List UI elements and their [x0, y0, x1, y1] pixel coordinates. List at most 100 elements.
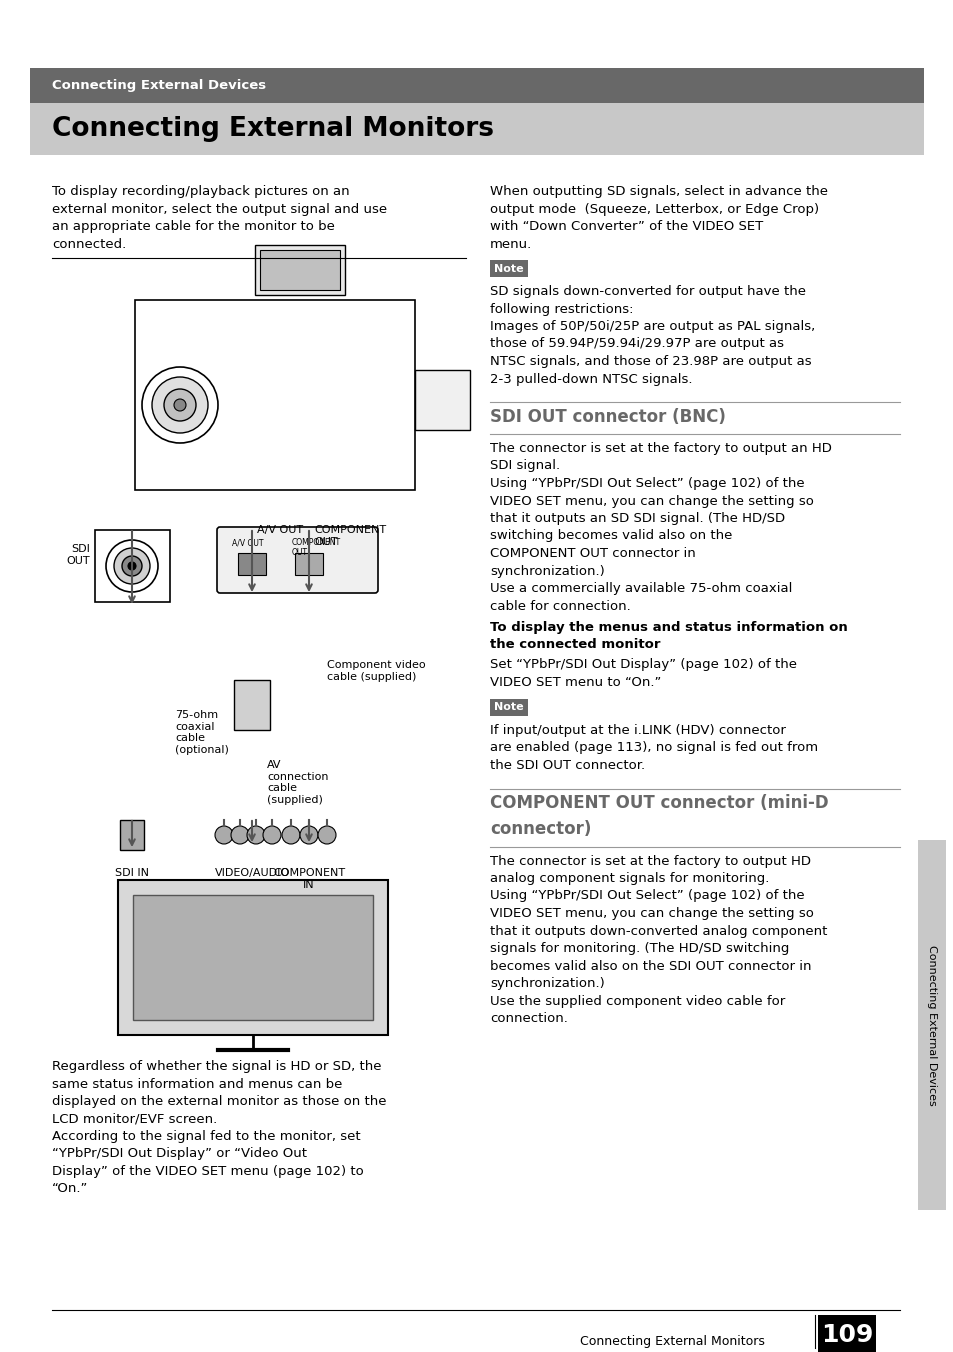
Text: with “Down Converter” of the VIDEO SET: with “Down Converter” of the VIDEO SET: [490, 220, 762, 233]
Text: A/V OUT: A/V OUT: [232, 538, 263, 548]
Text: Display” of the VIDEO SET menu (page 102) to: Display” of the VIDEO SET menu (page 102…: [52, 1165, 363, 1178]
Text: A/V OUT: A/V OUT: [256, 525, 303, 535]
Text: “On.”: “On.”: [52, 1183, 89, 1195]
Text: the connected monitor: the connected monitor: [490, 638, 659, 652]
Text: VIDEO SET menu to “On.”: VIDEO SET menu to “On.”: [490, 676, 660, 688]
Bar: [490, 699, 527, 717]
Text: COMPONENT
OUT: COMPONENT OUT: [314, 525, 386, 546]
Text: that it outputs down-converted analog component: that it outputs down-converted analog co…: [490, 925, 826, 937]
Text: Note: Note: [494, 703, 523, 713]
Text: becomes valid also on the SDI OUT connector in: becomes valid also on the SDI OUT connec…: [490, 960, 811, 972]
Text: Component video
cable (supplied): Component video cable (supplied): [327, 660, 425, 681]
Circle shape: [317, 826, 335, 844]
Text: To display recording/playback pictures on an: To display recording/playback pictures o…: [52, 185, 349, 197]
Text: are enabled (page 113), no signal is fed out from: are enabled (page 113), no signal is fed…: [490, 741, 818, 754]
Text: Connecting External Devices: Connecting External Devices: [926, 945, 936, 1106]
Text: 109: 109: [820, 1324, 872, 1347]
Text: same status information and menus can be: same status information and menus can be: [52, 1078, 342, 1091]
Text: SDI OUT connector (BNC): SDI OUT connector (BNC): [490, 408, 725, 426]
Circle shape: [299, 826, 317, 844]
Text: According to the signal fed to the monitor, set: According to the signal fed to the monit…: [52, 1130, 360, 1142]
Text: NTSC signals, and those of 23.98P are output as: NTSC signals, and those of 23.98P are ou…: [490, 356, 811, 368]
Text: The connector is set at the factory to output an HD: The connector is set at the factory to o…: [490, 442, 831, 456]
Bar: [490, 260, 527, 277]
Circle shape: [263, 826, 281, 844]
Circle shape: [231, 826, 249, 844]
Bar: [817, 1315, 875, 1352]
Bar: [118, 880, 388, 1036]
Text: Using “YPbPr/SDI Out Select” (page 102) of the: Using “YPbPr/SDI Out Select” (page 102) …: [490, 477, 803, 489]
Bar: [132, 895, 373, 1019]
Text: switching becomes valid also on the: switching becomes valid also on the: [490, 530, 732, 542]
Text: VIDEO SET menu, you can change the setting so: VIDEO SET menu, you can change the setti…: [490, 907, 813, 919]
Bar: [120, 821, 144, 850]
Text: SDI
OUT: SDI OUT: [67, 544, 90, 565]
Text: an appropriate cable for the monitor to be: an appropriate cable for the monitor to …: [52, 220, 335, 233]
Text: connection.: connection.: [490, 1013, 567, 1025]
FancyBboxPatch shape: [216, 527, 377, 594]
Text: displayed on the external monitor as those on the: displayed on the external monitor as tho…: [52, 1095, 386, 1109]
Text: cable for connection.: cable for connection.: [490, 599, 630, 612]
Text: output mode  (Squeeze, Letterbox, or Edge Crop): output mode (Squeeze, Letterbox, or Edge…: [490, 203, 819, 215]
Text: SDI IN: SDI IN: [115, 868, 149, 877]
Text: When outputting SD signals, select in advance the: When outputting SD signals, select in ad…: [490, 185, 827, 197]
Text: synchronization.): synchronization.): [490, 977, 604, 990]
Text: COMPONENT OUT connector (mini-D: COMPONENT OUT connector (mini-D: [490, 795, 828, 813]
Text: VIDEO SET menu, you can change the setting so: VIDEO SET menu, you can change the setti…: [490, 495, 813, 507]
Circle shape: [214, 826, 233, 844]
Bar: [30, 68, 923, 103]
Text: Use a commercially available 75-ohm coaxial: Use a commercially available 75-ohm coax…: [490, 581, 792, 595]
Text: menu.: menu.: [490, 238, 532, 250]
Text: COMPONENT
IN: COMPONENT IN: [273, 868, 345, 890]
Text: “YPbPr/SDI Out Display” or “Video Out: “YPbPr/SDI Out Display” or “Video Out: [52, 1148, 307, 1160]
Text: Connecting External Monitors: Connecting External Monitors: [52, 116, 494, 142]
Bar: [260, 250, 339, 289]
Text: 2-3 pulled-down NTSC signals.: 2-3 pulled-down NTSC signals.: [490, 373, 692, 385]
Bar: [233, 680, 270, 730]
Text: connected.: connected.: [52, 238, 126, 250]
Circle shape: [106, 539, 158, 592]
Circle shape: [113, 548, 150, 584]
Text: Set “YPbPr/SDI Out Display” (page 102) of the: Set “YPbPr/SDI Out Display” (page 102) o…: [490, 658, 796, 671]
Bar: [95, 530, 170, 602]
Bar: [294, 553, 323, 575]
Circle shape: [142, 366, 218, 443]
Text: Regardless of whether the signal is HD or SD, the: Regardless of whether the signal is HD o…: [52, 1060, 381, 1073]
Text: COMPONENT OUT connector in: COMPONENT OUT connector in: [490, 548, 695, 560]
Text: 75-ohm
coaxial
cable
(optional): 75-ohm coaxial cable (optional): [174, 710, 229, 754]
Circle shape: [152, 377, 208, 433]
Text: To display the menus and status information on: To display the menus and status informat…: [490, 621, 847, 634]
Text: VIDEO/AUDIO: VIDEO/AUDIO: [214, 868, 290, 877]
Bar: [135, 300, 415, 489]
Bar: [237, 553, 266, 575]
Text: Note: Note: [494, 264, 523, 273]
Text: Using “YPbPr/SDI Out Select” (page 102) of the: Using “YPbPr/SDI Out Select” (page 102) …: [490, 890, 803, 903]
Text: the SDI OUT connector.: the SDI OUT connector.: [490, 758, 644, 772]
Bar: [254, 245, 345, 295]
Text: synchronization.): synchronization.): [490, 565, 604, 577]
Text: SD signals down-converted for output have the: SD signals down-converted for output hav…: [490, 285, 805, 297]
Circle shape: [122, 556, 142, 576]
Text: Images of 50P/50i/25P are output as PAL signals,: Images of 50P/50i/25P are output as PAL …: [490, 320, 815, 333]
Bar: [415, 370, 470, 430]
Text: connector): connector): [490, 821, 591, 838]
Text: those of 59.94P/59.94i/29.97P are output as: those of 59.94P/59.94i/29.97P are output…: [490, 338, 783, 350]
Text: following restrictions:: following restrictions:: [490, 303, 633, 315]
Circle shape: [164, 389, 195, 420]
Text: COMPONENT
OUT: COMPONENT OUT: [292, 538, 341, 557]
Text: that it outputs an SD SDI signal. (The HD/SD: that it outputs an SD SDI signal. (The H…: [490, 512, 784, 525]
Circle shape: [173, 399, 186, 411]
Text: SDI signal.: SDI signal.: [490, 460, 559, 472]
Text: Connecting External Monitors: Connecting External Monitors: [579, 1334, 764, 1348]
Circle shape: [247, 826, 265, 844]
Circle shape: [128, 562, 136, 571]
Text: analog component signals for monitoring.: analog component signals for monitoring.: [490, 872, 768, 886]
Text: signals for monitoring. (The HD/SD switching: signals for monitoring. (The HD/SD switc…: [490, 942, 788, 955]
Text: external monitor, select the output signal and use: external monitor, select the output sign…: [52, 203, 387, 215]
Text: Use the supplied component video cable for: Use the supplied component video cable f…: [490, 995, 784, 1007]
Text: LCD monitor/EVF screen.: LCD monitor/EVF screen.: [52, 1113, 217, 1125]
Text: The connector is set at the factory to output HD: The connector is set at the factory to o…: [490, 854, 810, 868]
Text: Connecting External Devices: Connecting External Devices: [52, 78, 266, 92]
Circle shape: [282, 826, 299, 844]
Text: AV
connection
cable
(supplied): AV connection cable (supplied): [267, 760, 328, 804]
